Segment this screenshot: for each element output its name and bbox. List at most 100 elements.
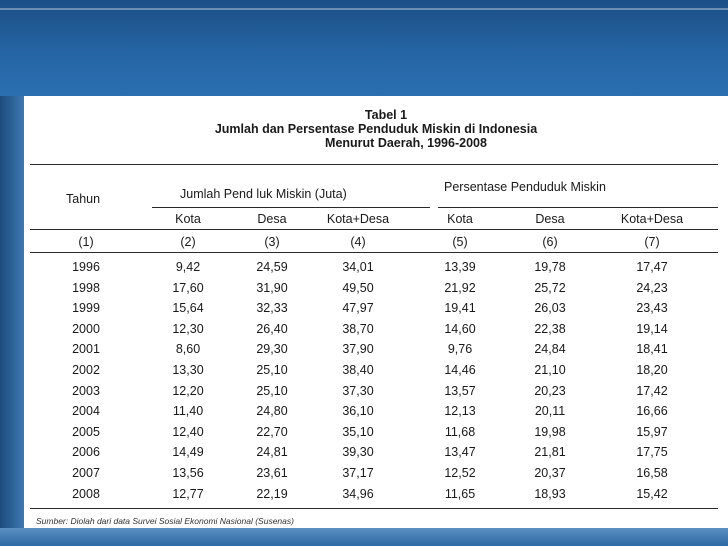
value-cell: 9,76 bbox=[447, 342, 473, 357]
value-cell: 24,80 bbox=[256, 404, 288, 419]
value-cell: 12,20 bbox=[172, 383, 204, 398]
sub-header-cell: Kota+Desa bbox=[326, 212, 390, 226]
value-cell: 17,60 bbox=[172, 280, 204, 295]
value-cell: 17,42 bbox=[636, 383, 668, 398]
year-cell: 1998 bbox=[72, 280, 100, 295]
year-cell: 2006 bbox=[72, 445, 100, 460]
value-cell: 22,38 bbox=[534, 321, 566, 336]
header-group2-rule bbox=[438, 207, 718, 208]
slide-top-rule bbox=[0, 8, 728, 10]
table-title: Tabel 1 bbox=[364, 108, 408, 122]
value-cell: 20,23 bbox=[534, 383, 566, 398]
value-cell: 25,72 bbox=[534, 280, 566, 295]
value-cell: 39,30 bbox=[342, 445, 374, 460]
table-row: 1999 15,64 32,33 47,97 19,41 26,03 23,43 bbox=[24, 96, 728, 315]
value-cell: 25,10 bbox=[256, 363, 288, 377]
value-cell: 14,46 bbox=[444, 363, 476, 377]
value-cell: 15,42 bbox=[636, 486, 668, 501]
column-number-cell: (4) bbox=[350, 235, 366, 249]
value-cell: 25,10 bbox=[256, 383, 288, 398]
sub-header-cell: Desa bbox=[535, 212, 565, 226]
table-row: 2003 12,20 25,10 37,30 13,57 20,23 17,42 bbox=[24, 96, 728, 398]
value-cell: 17,47 bbox=[636, 260, 668, 274]
value-cell: 24,84 bbox=[534, 342, 566, 357]
sub-header-cell: Desa bbox=[257, 212, 287, 226]
year-cell: 2004 bbox=[72, 404, 100, 419]
value-cell: 12,52 bbox=[444, 466, 476, 480]
value-cell: 23,61 bbox=[256, 466, 288, 480]
table-bottom-rule bbox=[30, 508, 718, 509]
table-row: 2001 8,60 29,30 37,90 9,76 24,84 18,41 bbox=[24, 96, 728, 356]
year-cell: 2007 bbox=[72, 466, 100, 480]
value-cell: 37,90 bbox=[342, 342, 374, 357]
slide-left-edge bbox=[0, 96, 24, 546]
value-cell: 11,40 bbox=[172, 404, 204, 419]
value-cell: 18,20 bbox=[636, 363, 668, 377]
column-number-cell: (3) bbox=[264, 235, 280, 249]
value-cell: 14,49 bbox=[172, 445, 204, 460]
column-number-cell: (2) bbox=[180, 235, 196, 249]
column-number-rule bbox=[30, 252, 718, 253]
value-cell: 20,11 bbox=[534, 404, 566, 419]
table-row: 2005 12,40 22,70 35,10 11,68 19,98 15,97 bbox=[24, 96, 728, 439]
value-cell: 22,19 bbox=[256, 486, 288, 501]
table-subtitle-region: Menurut Daerah, 1996-2008 bbox=[325, 136, 487, 150]
value-cell: 47,97 bbox=[342, 301, 374, 316]
slide-title-bar bbox=[0, 0, 728, 96]
value-cell: 24,81 bbox=[256, 445, 288, 460]
table-row: 1996 9,42 24,59 34,01 13,39 19,78 17,47 bbox=[24, 96, 728, 274]
value-cell: 19,78 bbox=[534, 260, 566, 274]
value-cell: 17,75 bbox=[636, 445, 668, 460]
year-cell: 2000 bbox=[72, 321, 100, 336]
value-cell: 38,70 bbox=[342, 321, 374, 336]
value-cell: 20,37 bbox=[534, 466, 566, 480]
value-cell: 13,56 bbox=[172, 466, 204, 480]
header-amount-group: Jumlah Pend luk Miskin (Juta) bbox=[180, 187, 347, 201]
value-cell: 12,30 bbox=[172, 321, 204, 336]
value-cell: 13,39 bbox=[444, 260, 476, 274]
value-cell: 9,42 bbox=[175, 260, 201, 274]
column-number-cell: (7) bbox=[644, 235, 660, 249]
slide-bottom-strip bbox=[0, 528, 728, 546]
year-cell: 2005 bbox=[72, 424, 100, 439]
column-number-cell: (5) bbox=[452, 235, 468, 249]
sub-header-cell: Kota bbox=[447, 212, 473, 226]
value-cell: 12,77 bbox=[172, 486, 204, 501]
table-top-rule bbox=[30, 164, 718, 165]
sub-header-cell: Kota bbox=[175, 212, 201, 226]
value-cell: 12,40 bbox=[172, 424, 204, 439]
year-cell: 2003 bbox=[72, 383, 100, 398]
value-cell: 24,23 bbox=[636, 280, 668, 295]
year-cell: 2008 bbox=[72, 486, 100, 501]
year-cell: 2002 bbox=[72, 363, 100, 377]
value-cell: 34,01 bbox=[342, 260, 374, 274]
value-cell: 26,40 bbox=[256, 321, 288, 336]
header-year: Tahun bbox=[66, 192, 101, 206]
subheader-bottom-rule bbox=[30, 229, 718, 230]
value-cell: 8,60 bbox=[175, 342, 201, 357]
value-cell: 21,81 bbox=[534, 445, 566, 460]
value-cell: 36,10 bbox=[342, 404, 374, 419]
value-cell: 15,97 bbox=[636, 424, 668, 439]
table-title-block: Tabel 1 Jumlah dan Persentase Penduduk M… bbox=[24, 108, 728, 150]
table-row: 2006 14,49 24,81 39,30 13,47 21,81 17,75 bbox=[24, 96, 728, 459]
table-row: 2002 13,30 25,10 38,40 14,46 21,10 18,20 bbox=[24, 96, 728, 377]
value-cell: 13,47 bbox=[444, 445, 476, 460]
year-cell: 2001 bbox=[72, 342, 100, 357]
value-cell: 13,30 bbox=[172, 363, 204, 377]
value-cell: 13,57 bbox=[444, 383, 476, 398]
value-cell: 29,30 bbox=[256, 342, 288, 357]
value-cell: 24,59 bbox=[256, 260, 288, 274]
column-number-cell: (1) bbox=[78, 235, 94, 249]
value-cell: 19,41 bbox=[444, 301, 476, 316]
value-cell: 16,66 bbox=[636, 404, 668, 419]
value-cell: 18,93 bbox=[534, 486, 566, 501]
table-source-note: Sumber: Diolah dari data Survei Sosial E… bbox=[36, 516, 294, 526]
table-row: 2007 13,56 23,61 37,17 12,52 20,37 16,58 bbox=[24, 96, 728, 480]
header-group1-rule bbox=[152, 207, 430, 208]
value-cell: 19,14 bbox=[636, 321, 668, 336]
value-cell: 34,96 bbox=[342, 486, 374, 501]
value-cell: 19,98 bbox=[534, 424, 566, 439]
header-percentage-group: Persentase Penduduk Miskin bbox=[444, 180, 606, 194]
value-cell: 21,92 bbox=[444, 280, 476, 295]
